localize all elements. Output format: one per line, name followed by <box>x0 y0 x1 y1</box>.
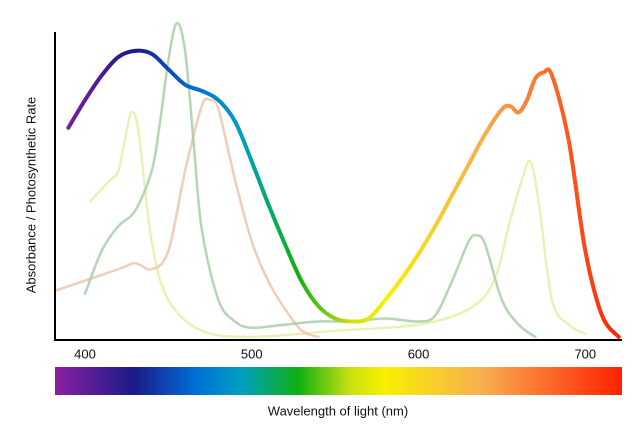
pigment-curve <box>53 97 320 339</box>
x-tick-label: 500 <box>241 346 263 361</box>
x-tick-label: 400 <box>74 346 96 361</box>
x-tick-label: 700 <box>574 346 596 361</box>
x-axis-label: Wavelength of light (nm) <box>268 403 408 418</box>
spectrum-bar <box>55 367 622 395</box>
action-spectrum-curve <box>66 48 621 339</box>
plot-area <box>53 21 621 339</box>
pigment-curve <box>83 21 537 339</box>
pigment-curve <box>88 110 587 339</box>
y-axis-label: Absorbance / Photosynthetic Rate <box>23 97 38 294</box>
x-tick-label: 600 <box>408 346 430 361</box>
